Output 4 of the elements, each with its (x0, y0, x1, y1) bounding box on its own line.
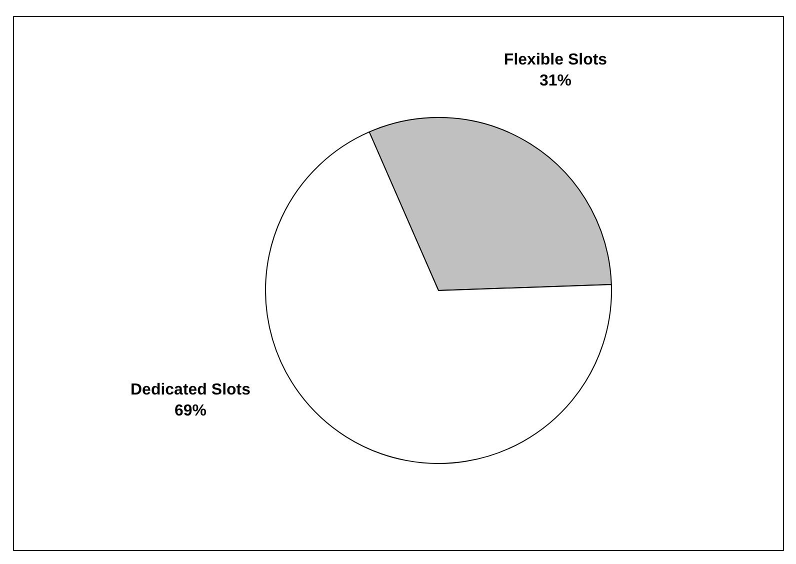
data-label: 69% (174, 402, 207, 420)
slice-label: Dedicated Slots (130, 381, 251, 398)
slice-label: Flexible Slots (504, 51, 608, 68)
data-label: 31% (539, 72, 572, 90)
